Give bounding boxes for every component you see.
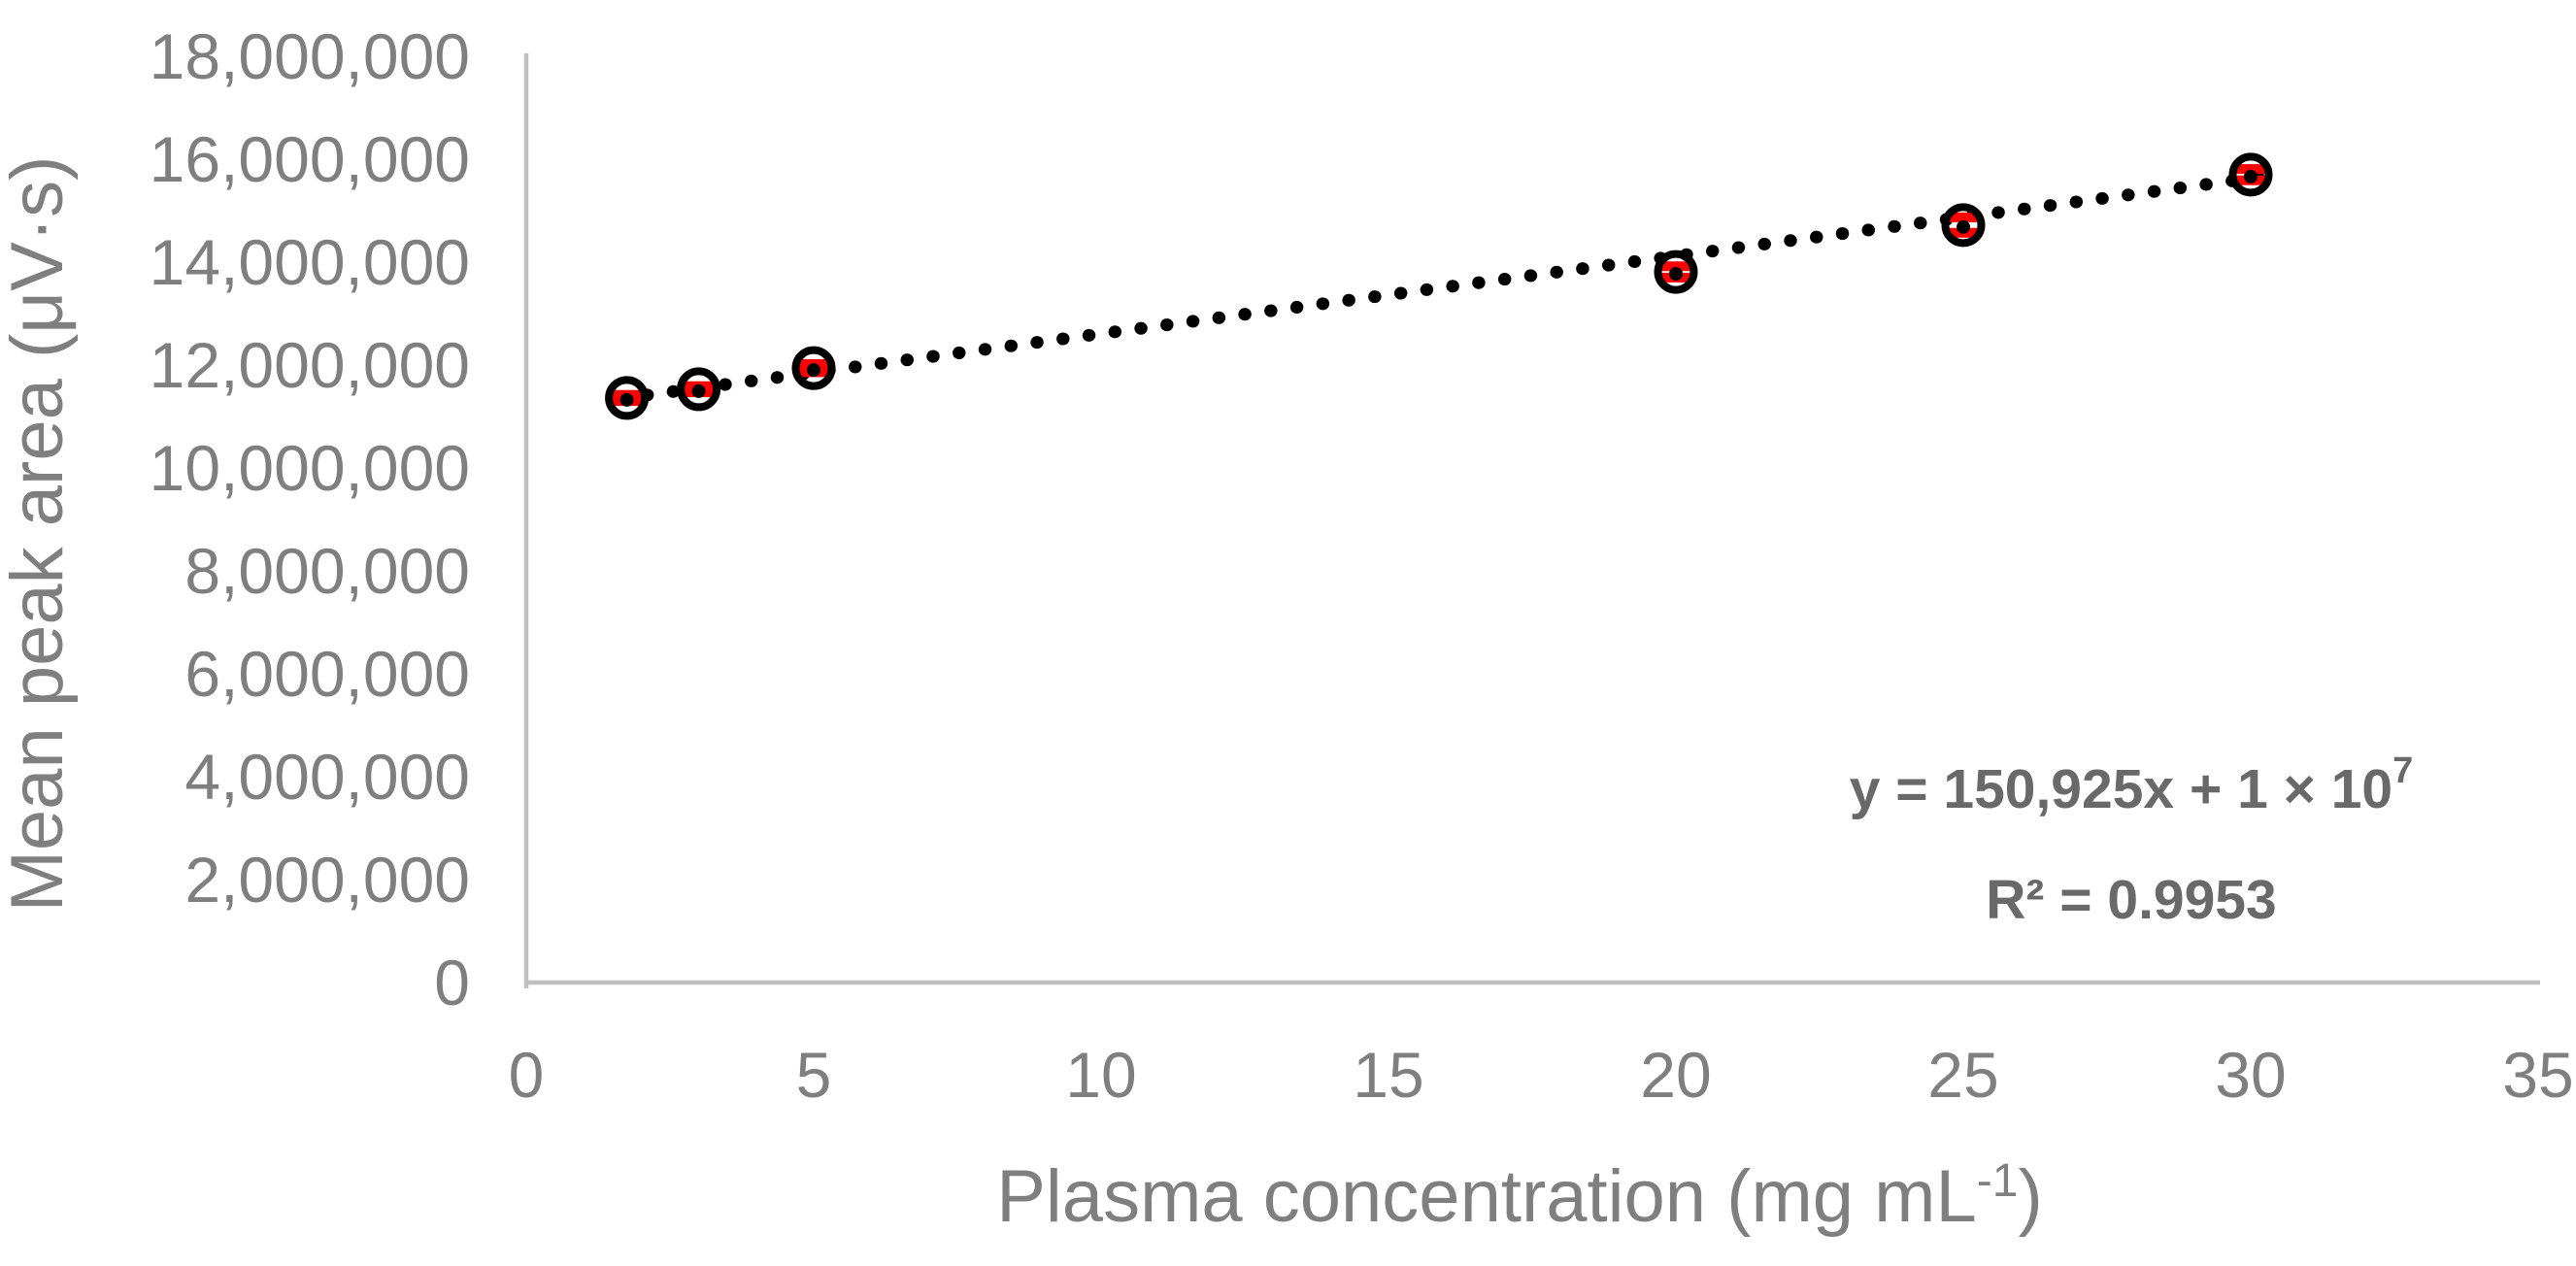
y-axis-title: Mean peak area (μV·s)	[0, 156, 79, 913]
trendline-dot	[691, 383, 706, 398]
trendline-dot	[807, 363, 820, 378]
x-tick-label: 25	[1927, 1039, 1998, 1111]
trendline-dot	[619, 392, 634, 407]
x-tick-label: 5	[796, 1039, 832, 1111]
y-tick-label: 2,000,000	[184, 844, 470, 916]
x-tick-label: 0	[509, 1039, 545, 1111]
data-point-marker	[2228, 152, 2273, 197]
data-point-marker	[677, 367, 721, 412]
trendline-dot	[2244, 169, 2258, 183]
data-points-group	[605, 152, 2273, 420]
x-tick-label: 10	[1065, 1039, 1136, 1111]
trendline	[615, 169, 2281, 406]
trendline-equation: y = 150,925x + 1 × 107	[1850, 750, 2414, 820]
trendline-dot	[1669, 267, 1683, 282]
y-tick-label: 18,000,000	[150, 20, 470, 92]
data-point-marker	[1654, 250, 1698, 294]
data-point-marker	[791, 346, 836, 390]
error-bar-upper-cap	[1658, 261, 1693, 272]
axes	[523, 53, 2540, 988]
y-tick-label: 14,000,000	[150, 226, 470, 298]
y-tick-label: 6,000,000	[184, 638, 470, 710]
y-axis-tick-labels: 0 2,000,000 4,000,000 6,000,000 8,000,000 10,…	[150, 20, 470, 1018]
data-point-marker	[605, 376, 650, 420]
data-point-marker	[1941, 203, 1986, 248]
trendline-group	[615, 169, 2281, 406]
y-tick-label: 10,000,000	[150, 432, 470, 504]
x-axis-title: Plasma concentration (mg mL-1)	[996, 1155, 2043, 1238]
y-tick-label: 12,000,000	[150, 329, 470, 401]
x-tick-label: 30	[2215, 1039, 2286, 1111]
y-tick-label: 16,000,000	[150, 123, 470, 195]
x-tick-label: 35	[2502, 1039, 2573, 1111]
error-bar-upper-cap	[2233, 164, 2268, 175]
x-axis-tick-labels: 0 5 10 15 20 25 30 35	[509, 1039, 2574, 1111]
r-squared-label: R² = 0.9953	[1986, 869, 2276, 931]
x-tick-label: 15	[1353, 1039, 1423, 1111]
x-tick-label: 20	[1640, 1039, 1711, 1111]
error-bar-upper-cap	[1946, 212, 1981, 222]
y-tick-label: 4,000,000	[184, 741, 470, 813]
trendline-dot	[1957, 219, 1970, 234]
y-tick-label: 0	[434, 947, 470, 1018]
y-tick-label: 8,000,000	[184, 535, 470, 607]
